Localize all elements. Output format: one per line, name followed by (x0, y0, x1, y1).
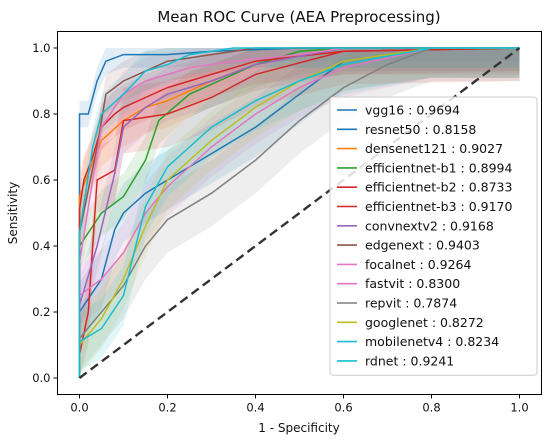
legend-entry-focalnet: focalnet : 0.9264 (365, 257, 472, 272)
x-axis-ticks: 0.0 0.2 0.4 0.6 0.8 1.0 (70, 394, 529, 415)
roc-line-repvit (78, 47, 520, 378)
plot-frame (57, 31, 542, 395)
band-fastvit (79, 48, 520, 378)
roc-line-efficientnet-b3 (78, 47, 520, 378)
roc-line-focalnet (78, 47, 520, 378)
y-tick-label: 0.2 (32, 305, 50, 319)
x-tick-label: 1.0 (510, 401, 528, 415)
legend-entry-repvit: repvit : 0.7874 (365, 296, 457, 311)
roc-line-edgenext (78, 47, 520, 378)
roc-line-googlenet (78, 47, 520, 378)
y-tick-label: 0.4 (32, 239, 50, 253)
y-tick-label: 0.6 (32, 173, 50, 187)
band-mobilenetv4 (79, 48, 520, 378)
band-efficientnet-b2 (79, 48, 520, 378)
legend-entry-googlenet: googlenet : 0.8272 (365, 315, 484, 330)
chance-line (78, 47, 521, 379)
y-tick-label: 1.0 (32, 41, 50, 55)
legend: vgg16 : 0.9694 resnet50 : 0.8158 densenet1… (329, 96, 538, 376)
roc-line-mobilenetv4 (78, 47, 520, 378)
legend-entry-mobilenetv4: mobilenetv4 : 0.8234 (365, 334, 499, 349)
roc-line-rdnet (78, 47, 520, 378)
legend-entry-efficientnet-b2: efficientnet-b2 : 0.8733 (365, 180, 512, 195)
x-tick-label: 0.8 (422, 401, 440, 415)
roc-line-efficientnet-b2 (78, 47, 520, 378)
y-tick-label: 0.0 (32, 371, 50, 385)
chart-title: Mean ROC Curve (AEA Preprocessing) (157, 8, 440, 26)
x-tick-label: 0.6 (334, 401, 352, 415)
roc-line-convnextv2 (78, 47, 520, 378)
legend-entry-convnextv2: convnextv2 : 0.9168 (365, 218, 494, 233)
x-tick-label: 0.4 (246, 401, 264, 415)
y-axis-label: Sensitivity (6, 182, 20, 244)
band-googlenet (79, 48, 520, 378)
legend-entry-fastvit: fastvit : 0.8300 (365, 276, 460, 291)
band-resnet50 (79, 48, 520, 378)
roc-lines (78, 47, 520, 378)
legend-entry-edgenext: edgenext : 0.9403 (365, 238, 480, 253)
legend-entry-vgg16: vgg16 : 0.9694 (365, 103, 460, 118)
legend-box (329, 96, 538, 376)
x-axis-label: 1 - Specificity (258, 421, 339, 435)
y-tick-label: 0.8 (32, 107, 50, 121)
x-tick-label: 0.0 (70, 401, 88, 415)
roc-line-vgg16 (78, 47, 520, 378)
legend-entry-efficientnet-b1: efficientnet-b1 : 0.8994 (365, 160, 512, 175)
roc-line-fastvit (78, 47, 520, 378)
legend-entry-densenet121: densenet121 : 0.9027 (365, 141, 503, 156)
legend-entry-resnet50: resnet50 : 0.8158 (365, 122, 476, 137)
y-axis-ticks: 0.0 0.2 0.4 0.6 0.8 1.0 (32, 41, 58, 385)
x-tick-label: 0.2 (158, 401, 176, 415)
legend-entry-rdnet: rdnet : 0.9241 (365, 353, 454, 368)
legend-entry-efficientnet-b3: efficientnet-b3 : 0.9170 (365, 199, 512, 214)
